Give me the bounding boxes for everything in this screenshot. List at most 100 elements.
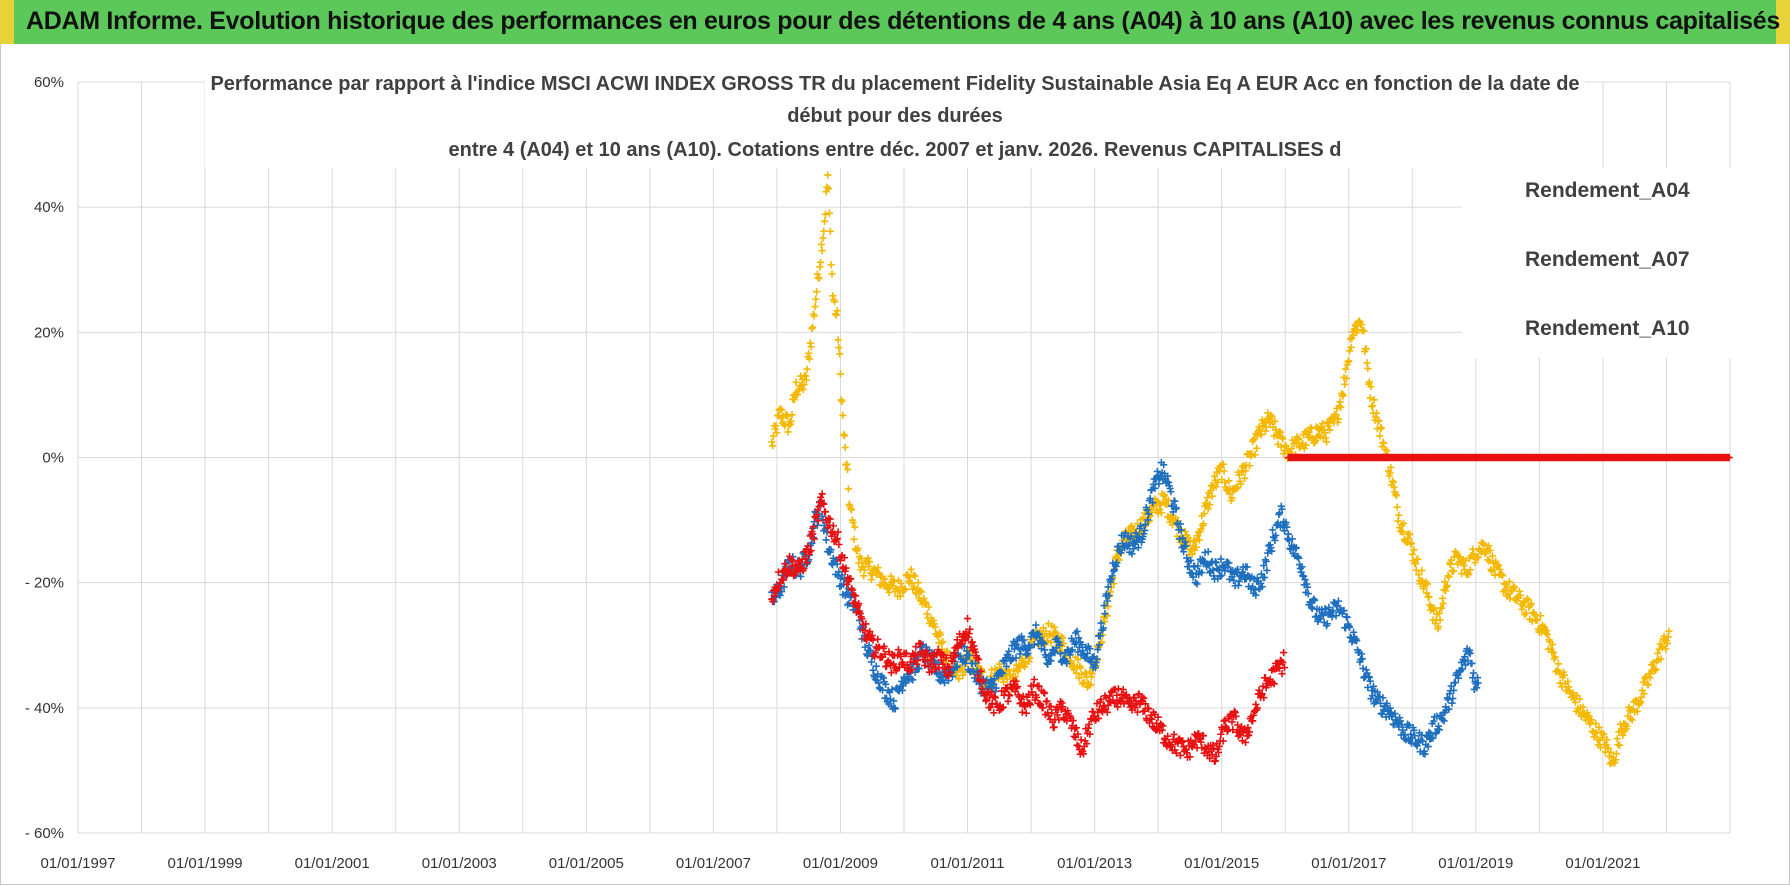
point-rendement-a10 — [887, 669, 895, 677]
point-rendement-a07 — [1040, 640, 1048, 648]
point-rendement-a10 — [1206, 754, 1214, 763]
point-rendement-a07 — [1129, 545, 1138, 553]
point-rendement-a04 — [1375, 417, 1383, 425]
point-rendement-a07 — [1473, 684, 1481, 692]
point-rendement-a04 — [1345, 357, 1353, 365]
point-rendement-a04 — [1295, 435, 1303, 443]
point-rendement-a04 — [847, 506, 856, 514]
point-rendement-a07 — [1444, 695, 1452, 704]
point-rendement-a07 — [998, 669, 1007, 678]
point-rendement-a04 — [836, 370, 845, 378]
y-tick-label: 20% — [34, 324, 64, 341]
point-rendement-a04 — [1163, 500, 1171, 508]
point-rendement-a10 — [814, 517, 822, 525]
legend-label-rendement-a07: Rendement_A07 — [1525, 248, 1690, 271]
point-rendement-a04 — [1192, 543, 1200, 551]
point-rendement-a07 — [907, 675, 915, 683]
x-tick-label: 01/01/2015 — [1184, 855, 1259, 872]
point-rendement-a10 — [1056, 697, 1065, 706]
point-rendement-a07 — [1379, 694, 1387, 702]
point-rendement-a07 — [1396, 717, 1404, 725]
point-rendement-a04 — [1345, 347, 1354, 355]
point-rendement-a10 — [944, 672, 953, 680]
point-rendement-a10 — [1047, 702, 1055, 711]
point-rendement-a04 — [1021, 663, 1029, 671]
point-rendement-a04 — [1200, 509, 1208, 518]
point-rendement-a04 — [865, 563, 873, 571]
point-rendement-a04 — [844, 485, 853, 493]
point-rendement-a07 — [1024, 649, 1032, 658]
point-rendement-a10 — [991, 694, 999, 702]
point-rendement-a07 — [1314, 615, 1323, 624]
point-rendement-a07 — [1304, 590, 1312, 598]
point-rendement-a04 — [1414, 555, 1422, 563]
point-rendement-a07 — [1323, 620, 1331, 628]
point-rendement-a04 — [1542, 627, 1551, 635]
chart-title-block: Performance par rapport à l'indice MSCI … — [205, 64, 1585, 168]
point-rendement-a04 — [772, 422, 780, 430]
point-rendement-a07 — [1258, 583, 1266, 591]
point-rendement-a04 — [917, 588, 926, 596]
point-rendement-a04 — [851, 523, 859, 531]
point-rendement-a04 — [896, 592, 904, 600]
point-rendement-a07 — [971, 659, 980, 668]
point-rendement-a04 — [1251, 451, 1259, 459]
point-rendement-a04 — [1208, 492, 1216, 500]
point-rendement-a10 — [1018, 708, 1026, 716]
point-rendement-a07 — [1056, 641, 1064, 649]
point-rendement-a10 — [928, 653, 937, 661]
point-rendement-a04 — [1438, 604, 1446, 612]
point-rendement-a07 — [1252, 591, 1260, 599]
legend-label-rendement-a10: Rendement_A10 — [1525, 317, 1690, 340]
point-rendement-a10 — [1241, 738, 1250, 747]
point-rendement-a10 — [1026, 701, 1034, 709]
chart-title-line-2: début pour des durées — [787, 105, 1003, 127]
point-rendement-a10 — [1114, 685, 1123, 693]
point-rendement-a04 — [1640, 690, 1648, 698]
point-rendement-a04 — [838, 397, 846, 406]
point-rendement-a04 — [1003, 675, 1011, 683]
point-rendement-a07 — [1096, 632, 1104, 640]
point-rendement-a04 — [1195, 536, 1204, 544]
point-rendement-a04 — [907, 565, 915, 574]
point-rendement-a07 — [1438, 715, 1447, 724]
point-rendement-a04 — [827, 261, 835, 269]
point-rendement-a04 — [1445, 573, 1453, 581]
point-rendement-a07 — [1288, 535, 1296, 543]
point-rendement-a07 — [1268, 526, 1277, 534]
point-rendement-a04 — [866, 558, 874, 566]
point-rendement-a04 — [1657, 655, 1665, 663]
point-rendement-a07 — [1295, 554, 1303, 562]
point-rendement-a07 — [1204, 548, 1212, 556]
point-rendement-a04 — [1045, 631, 1053, 639]
point-rendement-a07 — [1403, 720, 1412, 728]
point-rendement-a07 — [1167, 488, 1175, 496]
point-rendement-a07 — [1303, 583, 1312, 591]
point-rendement-a04 — [1474, 553, 1482, 562]
point-rendement-a07 — [1103, 597, 1111, 605]
point-rendement-a04 — [817, 240, 825, 249]
point-rendement-a04 — [1188, 550, 1196, 558]
point-rendement-a04 — [1564, 677, 1572, 686]
point-rendement-a04 — [1607, 748, 1615, 756]
point-rendement-a04 — [1639, 678, 1647, 686]
point-rendement-a04 — [768, 438, 776, 446]
point-rendement-a04 — [1537, 612, 1545, 620]
point-rendement-a10 — [1043, 697, 1051, 705]
point-rendement-a04 — [1181, 527, 1189, 535]
point-rendement-a04 — [1219, 460, 1227, 468]
point-rendement-a04 — [826, 227, 834, 235]
point-rendement-a04 — [1018, 654, 1026, 663]
point-rendement-a04 — [1206, 500, 1214, 509]
point-rendement-a04 — [1560, 671, 1568, 679]
point-rendement-a07 — [1449, 694, 1457, 703]
point-rendement-a10 — [1040, 689, 1049, 697]
point-rendement-a04 — [1425, 593, 1433, 601]
point-rendement-a07 — [1123, 542, 1131, 551]
point-rendement-a10 — [1141, 700, 1150, 708]
point-rendement-a07 — [1391, 709, 1399, 718]
point-rendement-a10 — [789, 557, 797, 565]
point-rendement-a04 — [1485, 557, 1493, 565]
x-tick-label: 01/01/2009 — [803, 855, 878, 872]
point-rendement-a04 — [1527, 599, 1535, 608]
